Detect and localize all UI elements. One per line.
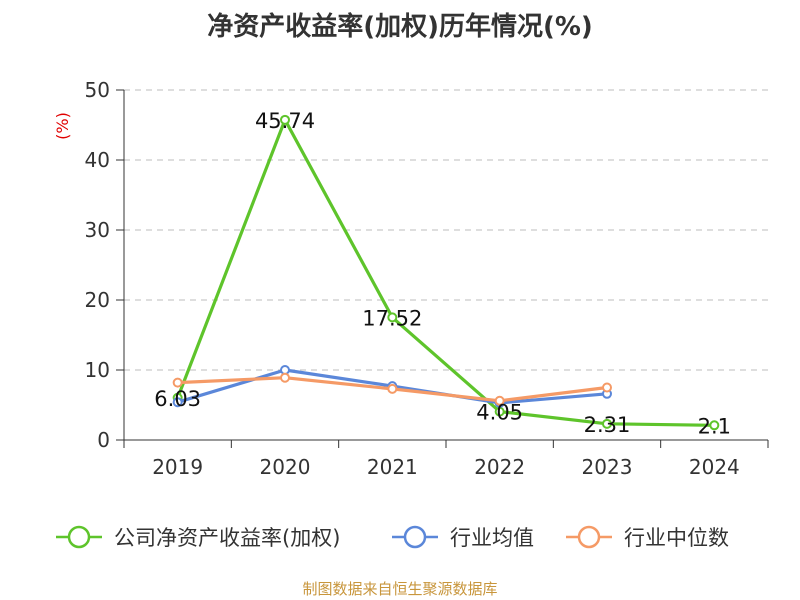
data-point[interactable]: [602, 382, 612, 393]
data-point[interactable]: [172, 397, 183, 408]
y-tick-label: 50: [85, 78, 110, 102]
data-label: 2.1: [698, 414, 731, 438]
y-axis-title: (%): [53, 112, 72, 140]
axes: 0 10 20 30 40 50 2019 2020 2021 2022 2023 2024: [85, 78, 769, 479]
legend[interactable]: 公司净资产收益率(加权) 行业均值 行业中位数: [56, 525, 729, 550]
data-point[interactable]: [387, 383, 398, 394]
legend-marker: [577, 525, 601, 549]
data-point[interactable]: [280, 114, 290, 125]
data-label: 2.31: [584, 413, 631, 437]
data-point[interactable]: [387, 312, 398, 323]
data-label: 45.74: [255, 109, 315, 133]
y-tick-label: 40: [85, 148, 110, 172]
y-tick-label: 20: [85, 288, 110, 312]
legend-marker: [403, 525, 427, 549]
x-tick-label: 2024: [689, 455, 740, 479]
series-line-0: [176, 118, 715, 427]
legend-label: 行业中位数: [624, 526, 729, 550]
x-tick-label: 2022: [474, 455, 525, 479]
data-point[interactable]: [602, 418, 612, 429]
data-label: 6.03: [154, 387, 201, 411]
legend-marker: [67, 525, 91, 549]
y-tick-label: 10: [85, 358, 110, 382]
chart-title: 净资产收益率(加权)历年情况(%): [207, 12, 593, 42]
x-tick-label: 2021: [367, 455, 418, 479]
data-labels: 6.03 45.74 17.52 4.05 2.31 2.1: [154, 109, 731, 438]
legend-item-0[interactable]: 公司净资产收益率(加权): [56, 525, 340, 550]
data-label: 17.52: [362, 306, 422, 330]
data-label: 4.05: [476, 401, 523, 425]
legend-item-2[interactable]: 行业中位数: [566, 525, 729, 550]
source-caption: 制图数据来自恒生聚源数据库: [302, 580, 498, 598]
y-tick-label: 0: [97, 428, 110, 452]
x-tick-label: 2020: [260, 455, 311, 479]
data-point[interactable]: [172, 377, 183, 388]
legend-label: 行业均值: [450, 526, 534, 550]
legend-label: 公司净资产收益率(加权): [114, 526, 340, 550]
x-tick-label: 2019: [152, 455, 203, 479]
grid-lines: [124, 89, 768, 371]
data-point[interactable]: [494, 395, 505, 406]
data-point[interactable]: [709, 420, 720, 431]
data-point[interactable]: [280, 372, 290, 383]
series-lines: [172, 114, 720, 431]
y-tick-label: 30: [85, 218, 110, 242]
legend-item-1[interactable]: 行业均值: [392, 525, 534, 550]
x-tick-label: 2023: [582, 455, 633, 479]
